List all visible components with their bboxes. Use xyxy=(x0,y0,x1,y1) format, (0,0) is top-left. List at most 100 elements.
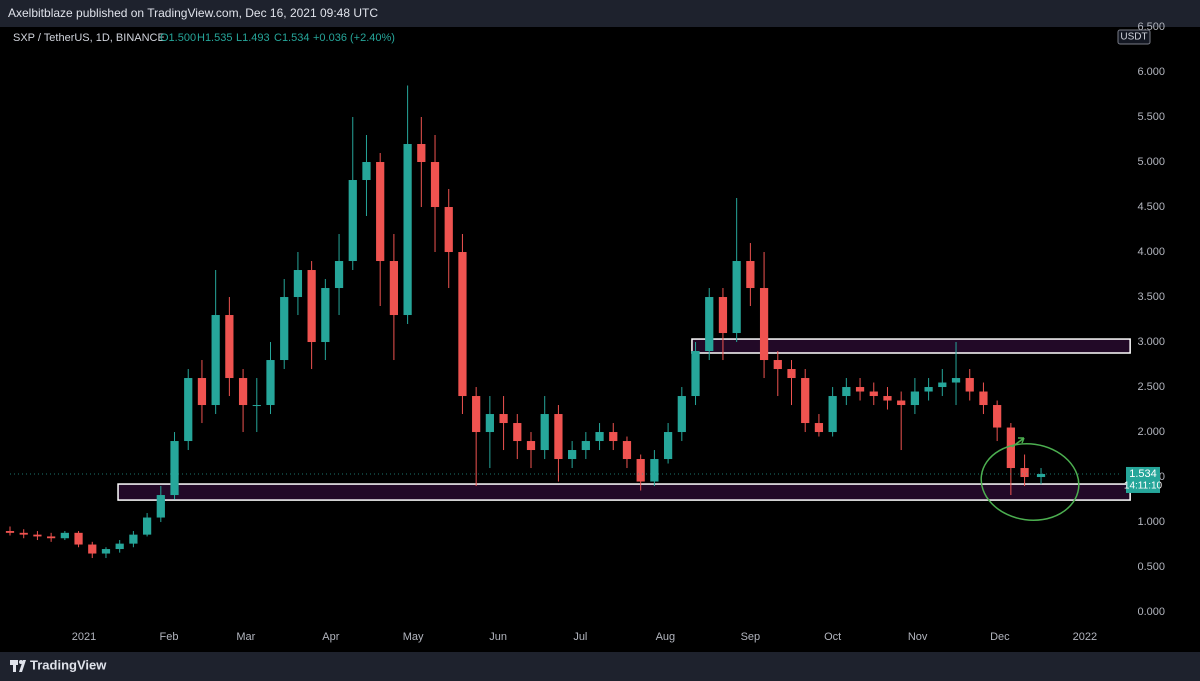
zone xyxy=(691,338,1131,354)
x-tick-label: Jul xyxy=(573,631,587,643)
candle-body xyxy=(951,378,961,383)
candle-body xyxy=(321,288,330,343)
candle-body xyxy=(595,432,604,442)
candle-body xyxy=(5,531,15,533)
quote-value: O1.500 xyxy=(160,32,196,44)
x-tick-label: Apr xyxy=(322,631,339,643)
candle-body xyxy=(362,162,371,181)
y-tick-label: 3.000 xyxy=(1137,336,1165,348)
candle-body xyxy=(650,459,659,482)
quote-value: C1.534 xyxy=(274,32,309,44)
tv-logo xyxy=(10,660,26,672)
candle-body xyxy=(499,414,508,424)
candle-body xyxy=(773,360,782,370)
candle-body xyxy=(705,297,714,352)
candle-body xyxy=(60,532,69,539)
footer-brand: TradingView xyxy=(30,657,107,672)
y-tick-label: 5.000 xyxy=(1137,156,1165,168)
candle-body xyxy=(746,261,755,289)
candle-body xyxy=(609,432,618,442)
y-tick-label: 5.500 xyxy=(1137,111,1165,123)
candle-body xyxy=(855,387,865,392)
candle-body xyxy=(170,441,179,496)
candle-body xyxy=(430,162,440,208)
candle-body xyxy=(115,543,124,550)
last-price-label: 1.534 xyxy=(1129,468,1157,480)
candle-body xyxy=(540,414,549,451)
candle-body xyxy=(801,378,810,424)
candle-body xyxy=(622,441,632,460)
y-tick-label: 4.500 xyxy=(1137,201,1165,213)
symbol-title: SXP / TetherUS, 1D, BINANCE xyxy=(13,32,165,44)
candle-body xyxy=(787,369,796,379)
candle-body xyxy=(293,270,303,298)
y-tick-label: 3.500 xyxy=(1137,291,1165,303)
candle-body xyxy=(417,144,426,163)
symbol-legend: SXP / TetherUS, 1D, BINANCE O1.500 H1.535… xyxy=(13,32,395,44)
candle-body xyxy=(526,441,536,451)
candle-body xyxy=(211,315,220,406)
y-tick-label: 0.000 xyxy=(1137,606,1165,618)
candle-body xyxy=(636,459,645,482)
candle-body xyxy=(129,534,138,544)
candle-body xyxy=(444,207,453,253)
candle-body xyxy=(389,261,399,316)
candle-body xyxy=(88,544,97,554)
candle-body xyxy=(74,532,83,545)
circle-annotation xyxy=(980,443,1080,521)
y-tick-label: 4.000 xyxy=(1137,246,1165,258)
candle-body xyxy=(225,315,234,379)
x-tick-label: May xyxy=(403,631,424,643)
candle-body xyxy=(403,144,412,316)
candle-body xyxy=(156,495,165,518)
x-tick-label: Jun xyxy=(489,631,507,643)
candle-body xyxy=(869,391,878,397)
candle-body xyxy=(472,396,481,433)
candle-body xyxy=(33,534,42,537)
candle-body xyxy=(252,405,261,407)
currency-box xyxy=(1117,29,1151,45)
candle-body xyxy=(568,450,577,460)
quote-value: L1.493 xyxy=(236,32,270,44)
candle-body xyxy=(513,423,522,442)
candle-body xyxy=(266,360,275,406)
candle-body xyxy=(663,432,673,460)
candle-body xyxy=(691,351,700,397)
candle-body xyxy=(732,261,741,334)
quote-value: H1.535 xyxy=(197,32,232,44)
candle-body xyxy=(924,387,933,392)
y-tick-label: 6.000 xyxy=(1137,66,1165,78)
x-tick-label: Sep xyxy=(741,631,761,643)
last-price-box xyxy=(1126,466,1160,493)
footer-bar xyxy=(0,652,1200,681)
candle-body xyxy=(842,387,851,397)
y-tick-label: 0.500 xyxy=(1137,561,1165,573)
candle-body xyxy=(348,180,357,262)
candle-body xyxy=(376,162,385,262)
x-tick-label: Mar xyxy=(236,631,255,643)
candle-body xyxy=(677,396,686,433)
candle-body xyxy=(993,405,1002,428)
candle-body xyxy=(1006,427,1015,469)
candle-body xyxy=(938,382,947,388)
candle-body xyxy=(883,396,892,401)
candle-body xyxy=(458,252,467,397)
zone xyxy=(117,483,1131,501)
x-tick-label: Oct xyxy=(824,631,841,643)
candle-body xyxy=(910,391,920,406)
currency: USDT xyxy=(1120,32,1147,43)
candle-body xyxy=(897,400,906,406)
candle-body xyxy=(581,441,590,451)
candle-body xyxy=(47,536,56,539)
candle-body xyxy=(485,414,494,433)
candle-body xyxy=(554,414,563,460)
candle-body xyxy=(142,517,152,535)
candle-body xyxy=(101,549,111,554)
x-tick-label: Dec xyxy=(990,631,1010,643)
y-tick-label: 2.500 xyxy=(1137,381,1165,393)
candle-body xyxy=(718,297,728,334)
candle-body xyxy=(197,378,207,406)
candle-body xyxy=(828,396,837,433)
